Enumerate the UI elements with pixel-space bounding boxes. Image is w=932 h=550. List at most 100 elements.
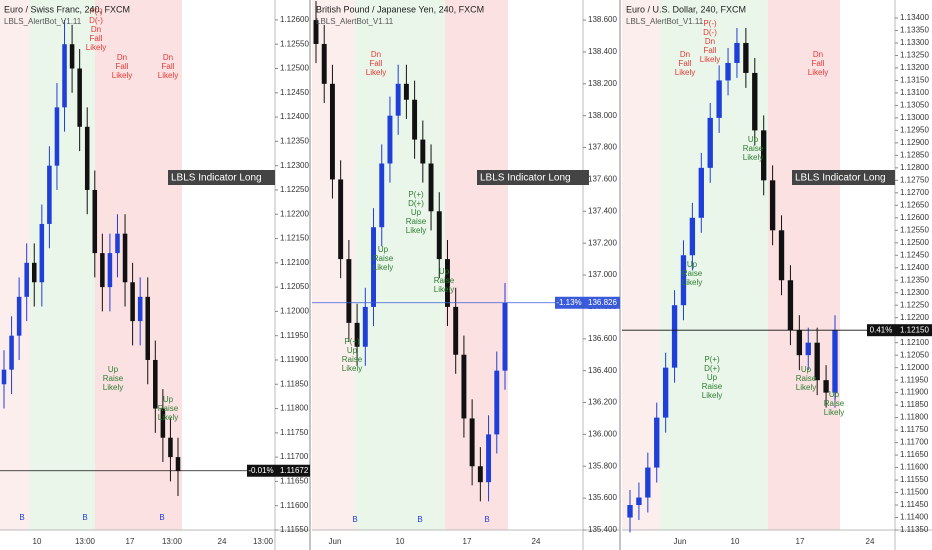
y-tick-label: 1.12200: [280, 209, 309, 218]
candle-body: [329, 83, 335, 180]
candle-body: [654, 417, 660, 468]
candle-body: [54, 107, 60, 166]
candle-body: [469, 418, 475, 467]
candle-body: [130, 282, 135, 322]
y-tick-label: 1.12600: [900, 213, 929, 222]
signal-label: Up: [163, 395, 174, 404]
signal-label: Raise: [824, 399, 845, 408]
y-tick-label: 1.11600: [900, 463, 929, 472]
signal-label: Likely: [342, 364, 362, 373]
x-tick-label: 24: [218, 537, 227, 546]
x-tick-label: Jun: [674, 537, 687, 546]
candle-body: [778, 230, 785, 281]
candle-body: [662, 367, 669, 418]
candle-body: [645, 467, 651, 498]
candle-body: [100, 253, 105, 288]
candle-body: [69, 44, 75, 69]
signal-label: Likely: [406, 226, 426, 235]
y-tick-label: 1.11950: [900, 375, 929, 384]
y-tick-label: 1.11700: [900, 438, 929, 447]
y-tick-label: 1.12650: [900, 200, 929, 209]
candle-body: [761, 130, 767, 181]
signal-label: Dn: [117, 53, 127, 62]
session-band: [768, 0, 840, 530]
y-tick-label: 1.12450: [900, 250, 929, 259]
change-box: [555, 296, 583, 309]
price-box: [895, 324, 932, 337]
y-tick-label: 1.12900: [900, 138, 929, 147]
change-box: [247, 464, 275, 477]
y-tick-label: 138.200: [588, 79, 617, 88]
x-tick-label: 13:00: [162, 537, 183, 546]
signal-label: Likely: [675, 68, 695, 77]
y-tick-label: 1.12450: [280, 88, 309, 97]
candle-body: [122, 233, 128, 283]
candle-body: [796, 330, 803, 356]
signal-label: Up: [748, 135, 759, 144]
y-tick-label: 1.11550: [900, 475, 929, 484]
signal-label: Likely: [434, 285, 454, 294]
y-tick-label: 1.11350: [900, 525, 929, 534]
y-tick-label: 138.600: [588, 15, 617, 24]
candle-body: [362, 306, 368, 347]
candle-body: [743, 42, 749, 73]
signal-label: D(-): [703, 28, 717, 37]
candle-body: [115, 233, 120, 254]
signal-label: Likely: [824, 408, 844, 417]
y-tick-label: 1.13100: [900, 88, 929, 97]
y-tick-label: 1.12850: [900, 150, 929, 159]
candle-body: [477, 466, 483, 483]
signal-label: Up: [707, 373, 718, 382]
session-band: [355, 0, 445, 530]
y-tick-label: 1.12500: [900, 238, 929, 247]
y-tick-label: 1.13050: [900, 101, 929, 110]
candle-body: [84, 126, 90, 190]
candle-body: [346, 259, 352, 323]
signal-label: P(+): [408, 190, 424, 199]
y-tick-label: 1.13150: [900, 76, 929, 85]
y-tick-label: 1.12250: [900, 300, 929, 309]
candle-body: [787, 280, 794, 331]
y-tick-label: 1.11950: [280, 331, 309, 340]
y-tick-label: 1.11550: [280, 525, 309, 534]
y-tick-label: 137.200: [588, 238, 617, 247]
candle-body: [9, 335, 14, 370]
x-tick-label: Jun: [329, 537, 342, 546]
y-tick-label: 1.11700: [280, 452, 309, 461]
signal-label: Fall: [370, 59, 383, 68]
candle-body: [371, 227, 376, 307]
y-tick-label: 137.400: [588, 206, 617, 215]
candle-body: [689, 217, 696, 256]
signal-label: Raise: [434, 276, 455, 285]
y-tick-label: 1.11400: [900, 513, 929, 522]
y-tick-label: 1.11800: [280, 404, 309, 413]
signal-label: Raise: [158, 404, 179, 413]
signal-label: B: [159, 513, 164, 522]
signal-label: Raise: [103, 374, 124, 383]
candle-body: [502, 302, 508, 371]
candle-body: [387, 115, 393, 164]
signal-label: Up: [439, 267, 450, 276]
candle-body: [175, 457, 181, 471]
candle-body: [92, 189, 98, 254]
change-box: [867, 324, 895, 337]
y-tick-label: 1.11600: [280, 501, 309, 510]
candle-body: [379, 163, 385, 228]
signal-label: Up: [411, 208, 422, 217]
signal-label: Up: [801, 365, 812, 374]
x-tick-label: 17: [796, 537, 805, 546]
chart-title: Euro / U.S. Dollar, 240, FXCM: [626, 4, 746, 14]
candle-body: [734, 42, 740, 63]
candle-body: [453, 306, 459, 355]
signal-label: Raise: [702, 382, 723, 391]
candle-body: [716, 80, 722, 118]
candle-body: [461, 354, 467, 419]
change-label: -1.13%: [556, 298, 581, 307]
signal-label: Likely: [796, 383, 816, 392]
x-tick-label: 13:00: [253, 537, 274, 546]
price-label: 136.826: [588, 298, 617, 307]
y-tick-label: 1.13300: [900, 38, 929, 47]
y-tick-label: 1.12100: [280, 258, 309, 267]
y-tick-label: 136.400: [588, 366, 617, 375]
